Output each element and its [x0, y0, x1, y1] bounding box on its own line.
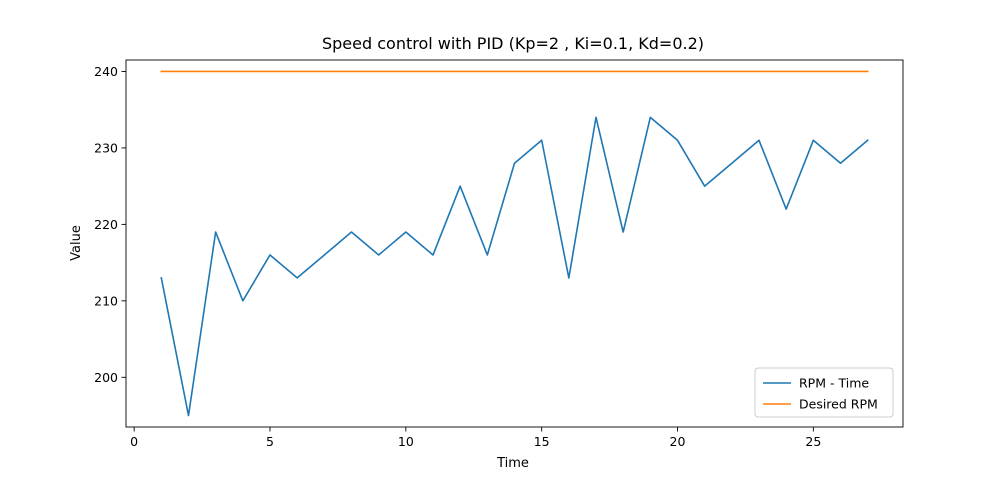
series-line-rpm-time [160, 116, 869, 417]
y-tick-label: 210 [94, 293, 118, 308]
x-tick-label: 10 [398, 434, 414, 449]
y-tick-label: 230 [94, 140, 118, 155]
legend: RPM - Time Desired RPM [754, 367, 894, 418]
x-tick-label: 15 [534, 434, 550, 449]
y-axis-label: Value [69, 225, 84, 261]
x-axis-label: Time [496, 456, 529, 471]
x-tick-label: 25 [805, 434, 821, 449]
series-layer [160, 70, 869, 417]
legend-entry-label: Desired RPM [799, 397, 878, 412]
plot-area [126, 60, 903, 427]
x-tick-label: 0 [130, 434, 138, 449]
chart-title: Speed control with PID (Kp=2 , Ki=0.1, K… [322, 34, 704, 53]
x-tick-label: 20 [670, 434, 686, 449]
axes-layer: 0 5 10 15 20 25 200 210 220 230 240 [94, 59, 904, 449]
plot-background [126, 60, 903, 427]
y-tick-label: 240 [94, 64, 118, 79]
y-tick-label: 220 [94, 217, 118, 232]
axes-frame [125, 59, 904, 428]
y-tick-label: 200 [94, 370, 118, 385]
legend-entry-label: RPM - Time [799, 376, 869, 391]
x-tick-label: 5 [266, 434, 274, 449]
